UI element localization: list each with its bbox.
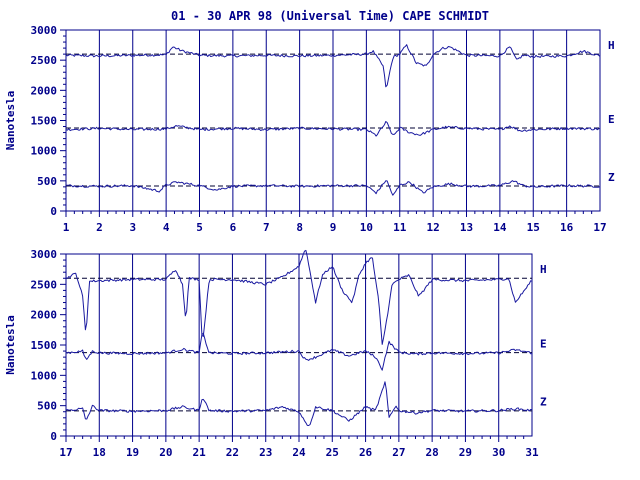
y-tick-label: 0: [50, 430, 57, 443]
x-tick-label: 16: [560, 221, 574, 234]
y-tick-label: 1000: [31, 145, 58, 158]
component-label-h: H: [540, 263, 547, 276]
x-tick-label: 1: [63, 221, 70, 234]
x-tick-label: 24: [292, 446, 306, 459]
x-tick-label: 13: [460, 221, 473, 234]
trace-z: [65, 381, 532, 426]
trace-e: [65, 121, 601, 137]
x-tick-label: 10: [360, 221, 373, 234]
trace-z: [65, 180, 601, 196]
x-tick-label: 18: [93, 446, 106, 459]
x-tick-label: 2: [96, 221, 103, 234]
y-tick-label: 2000: [31, 309, 58, 322]
x-tick-label: 14: [493, 221, 507, 234]
y-axis-label: Nanotesla: [4, 315, 17, 375]
y-tick-label: 2500: [31, 278, 58, 291]
y-tick-label: 0: [50, 205, 57, 218]
x-tick-label: 15: [527, 221, 540, 234]
y-tick-label: 500: [37, 400, 57, 413]
y-tick-label: 1500: [31, 115, 58, 128]
chart-title: 01 - 30 APR 98 (Universal Time) CAPE SCH…: [171, 9, 489, 23]
x-tick-label: 21: [193, 446, 207, 459]
y-axis-label: Nanotesla: [4, 91, 17, 151]
x-tick-label: 5: [196, 221, 203, 234]
bottom-panel: 17 18 19 20 21 22 23 24 25 26 27 28 29 30 31 0 500 1000 15…: [4, 248, 547, 459]
x-tick-label: 27: [392, 446, 405, 459]
x-tick-label: 17: [59, 446, 72, 459]
y-tick-label: 3000: [31, 24, 58, 37]
component-label-z: Z: [608, 171, 615, 184]
trace-h: [65, 249, 533, 345]
x-tick-label: 9: [330, 221, 337, 234]
y-tick-label: 3000: [31, 248, 58, 261]
x-tick-label: 20: [159, 446, 172, 459]
x-tick-label: 4: [163, 221, 170, 234]
trace-e: [65, 332, 533, 371]
x-tick-label: 29: [459, 446, 472, 459]
component-label-h: H: [608, 39, 615, 52]
x-tick-label: 17: [593, 221, 606, 234]
x-tick-label: 26: [359, 446, 373, 459]
x-tick-label: 25: [326, 446, 339, 459]
top-panel: 1 2 3 4 5 6 7 8 9 10 11 12 13 14 15 16 17050010001500200…: [4, 24, 615, 234]
x-tick-label: 3: [129, 221, 136, 234]
y-tick-label: 1000: [31, 369, 58, 382]
trace-h: [65, 44, 601, 88]
x-tick-label: 19: [126, 446, 139, 459]
x-tick-label: 23: [259, 446, 272, 459]
component-label-e: E: [608, 113, 615, 126]
y-tick-label: 1500: [31, 339, 58, 352]
x-tick-label: 11: [393, 221, 407, 234]
x-tick-label: 30: [492, 446, 505, 459]
x-tick-label: 22: [226, 446, 239, 459]
x-tick-label: 28: [426, 446, 439, 459]
x-tick-label: 12: [427, 221, 440, 234]
y-tick-label: 2500: [31, 54, 58, 67]
x-tick-label: 31: [525, 446, 539, 459]
y-tick-label: 500: [37, 175, 57, 188]
x-tick-label: 6: [230, 221, 237, 234]
component-label-e: E: [540, 337, 547, 350]
y-tick-label: 2000: [31, 84, 58, 97]
component-label-z: Z: [540, 396, 547, 409]
x-tick-label: 8: [296, 221, 303, 234]
x-tick-label: 7: [263, 221, 270, 234]
